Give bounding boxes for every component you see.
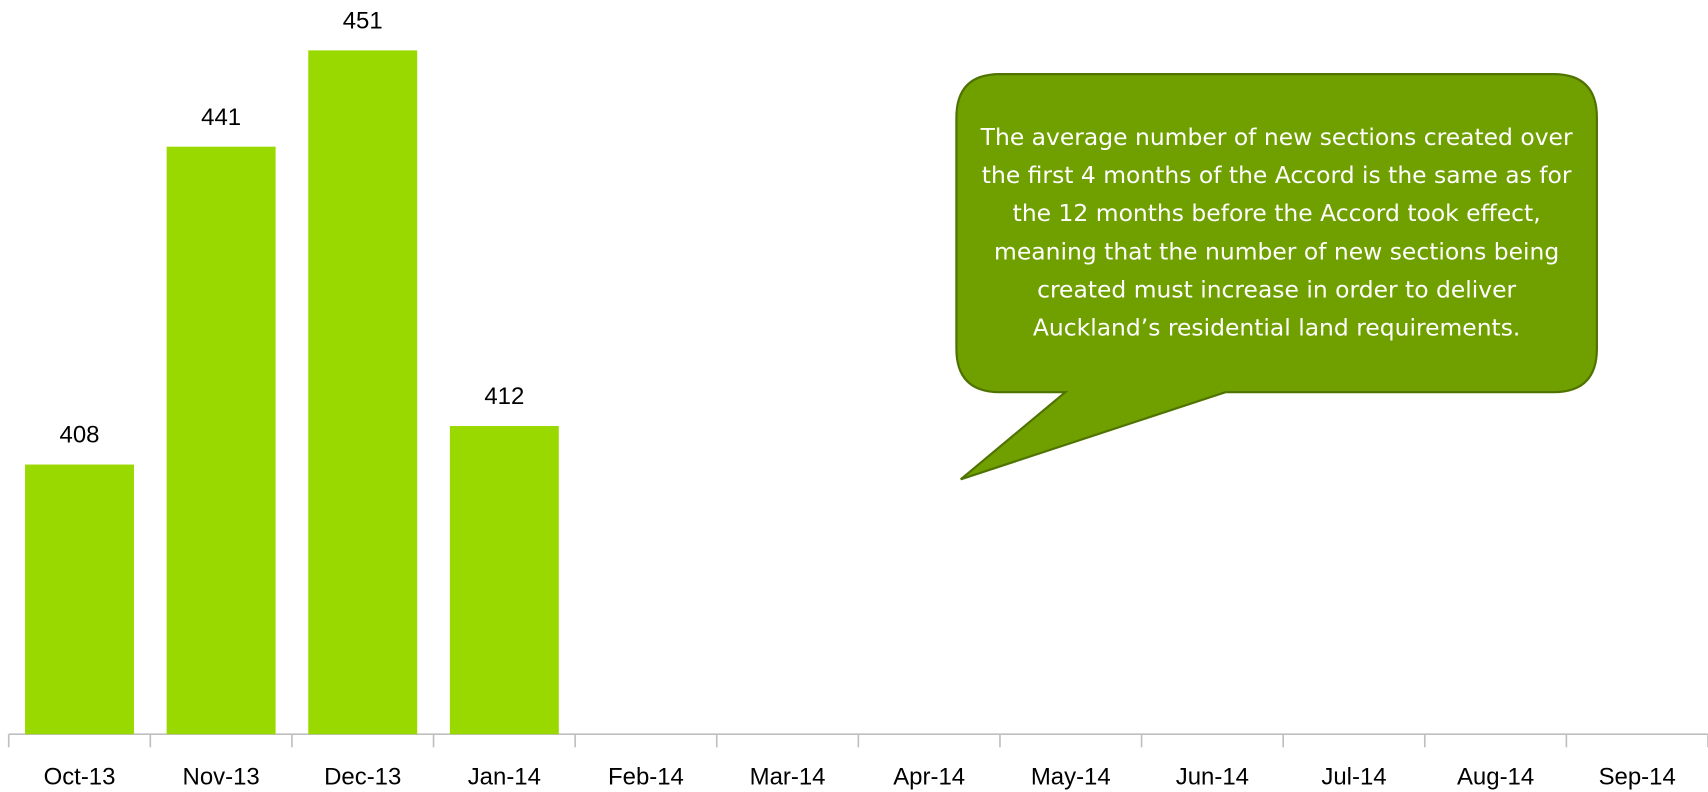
x-tick-label: Apr-14: [893, 763, 965, 790]
value-label: 412: [484, 383, 524, 410]
x-tick-label: Mar-14: [750, 763, 826, 790]
x-tick-label: Oct-13: [44, 763, 116, 790]
callout-text: The average number of new sections creat…: [980, 124, 1573, 343]
callout: The average number of new sections creat…: [955, 73, 1598, 481]
bar: [449, 426, 559, 735]
bar: [25, 464, 134, 735]
x-tick-label: May-14: [1031, 763, 1111, 790]
x-tick-label: Sep-14: [1599, 763, 1676, 790]
value-label: 441: [201, 104, 241, 131]
x-tick-label: Nov-13: [183, 763, 260, 790]
bar: [308, 50, 418, 735]
x-tick-label: Jul-14: [1321, 763, 1386, 790]
x-tick-label: Jan-14: [468, 763, 541, 790]
bar: [166, 146, 276, 735]
value-label: 451: [343, 8, 383, 35]
callout-text-box: The average number of new sections creat…: [980, 124, 1573, 343]
callout-shape: [955, 73, 1598, 481]
x-tick-label: Aug-14: [1457, 763, 1534, 790]
value-label: 408: [60, 422, 100, 449]
x-tick-label: Feb-14: [608, 763, 684, 790]
x-tick-label: Dec-13: [324, 763, 401, 790]
x-tick-label: Jun-14: [1176, 763, 1249, 790]
